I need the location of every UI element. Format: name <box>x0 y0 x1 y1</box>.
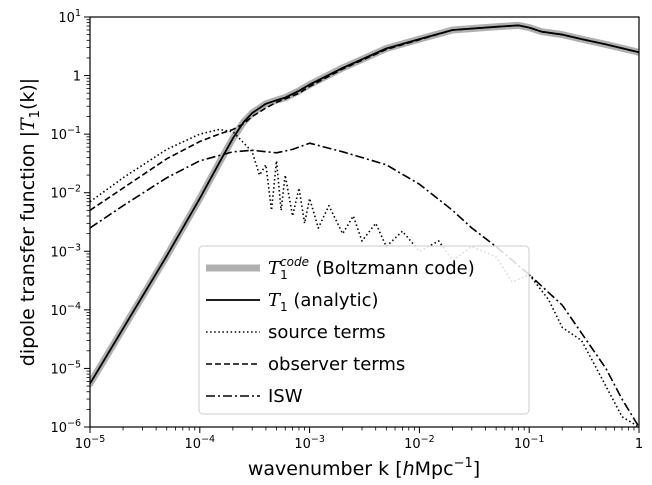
legend-box <box>198 245 530 415</box>
y-tick-label: 10−1 <box>50 125 81 143</box>
y-tick-label: 10−4 <box>50 301 81 319</box>
y-tick-label: 10−3 <box>50 242 81 260</box>
x-tick-label: 10−4 <box>185 434 216 452</box>
x-tick-label: 10−5 <box>75 434 106 452</box>
y-tick-label: 10−6 <box>50 418 81 436</box>
x-tick-label: 10−3 <box>294 434 325 452</box>
y-tick-label: 1 <box>73 70 81 85</box>
legend-label: Tcode 1 (Boltzmann code) <box>268 255 475 282</box>
y-tick-label: 10−2 <box>50 184 81 202</box>
legend: Tcode 1 (Boltzmann code) T1 (analytic) sour… <box>198 245 530 415</box>
x-tick-label: 1 <box>635 437 643 452</box>
x-tick-label: 10−1 <box>514 434 545 452</box>
legend-label: source terms <box>268 322 386 343</box>
y-tick-label: 101 <box>58 8 81 26</box>
legend-label: ISW <box>268 386 303 407</box>
x-tick-label: 10−2 <box>404 434 435 452</box>
plot-frame <box>89 16 640 428</box>
y-axis-label: dipole transfer function |T1(k)| <box>17 78 43 366</box>
y-tick-label: 10−5 <box>50 359 81 377</box>
legend-label: observer terms <box>268 354 405 375</box>
x-tick-labels: 10−5 10−4 10−3 10−2 10−1 1 <box>75 434 643 452</box>
legend-label: T1 (analytic) <box>268 290 379 314</box>
x-axis-label: wavenumber k [hMpc−1] <box>248 456 480 480</box>
series-line-isw <box>90 142 639 427</box>
series-line-observer <box>90 24 639 211</box>
y-tick-labels: 10−6 10−5 10−4 10−3 10−2 10−1 1 101 <box>50 8 81 436</box>
